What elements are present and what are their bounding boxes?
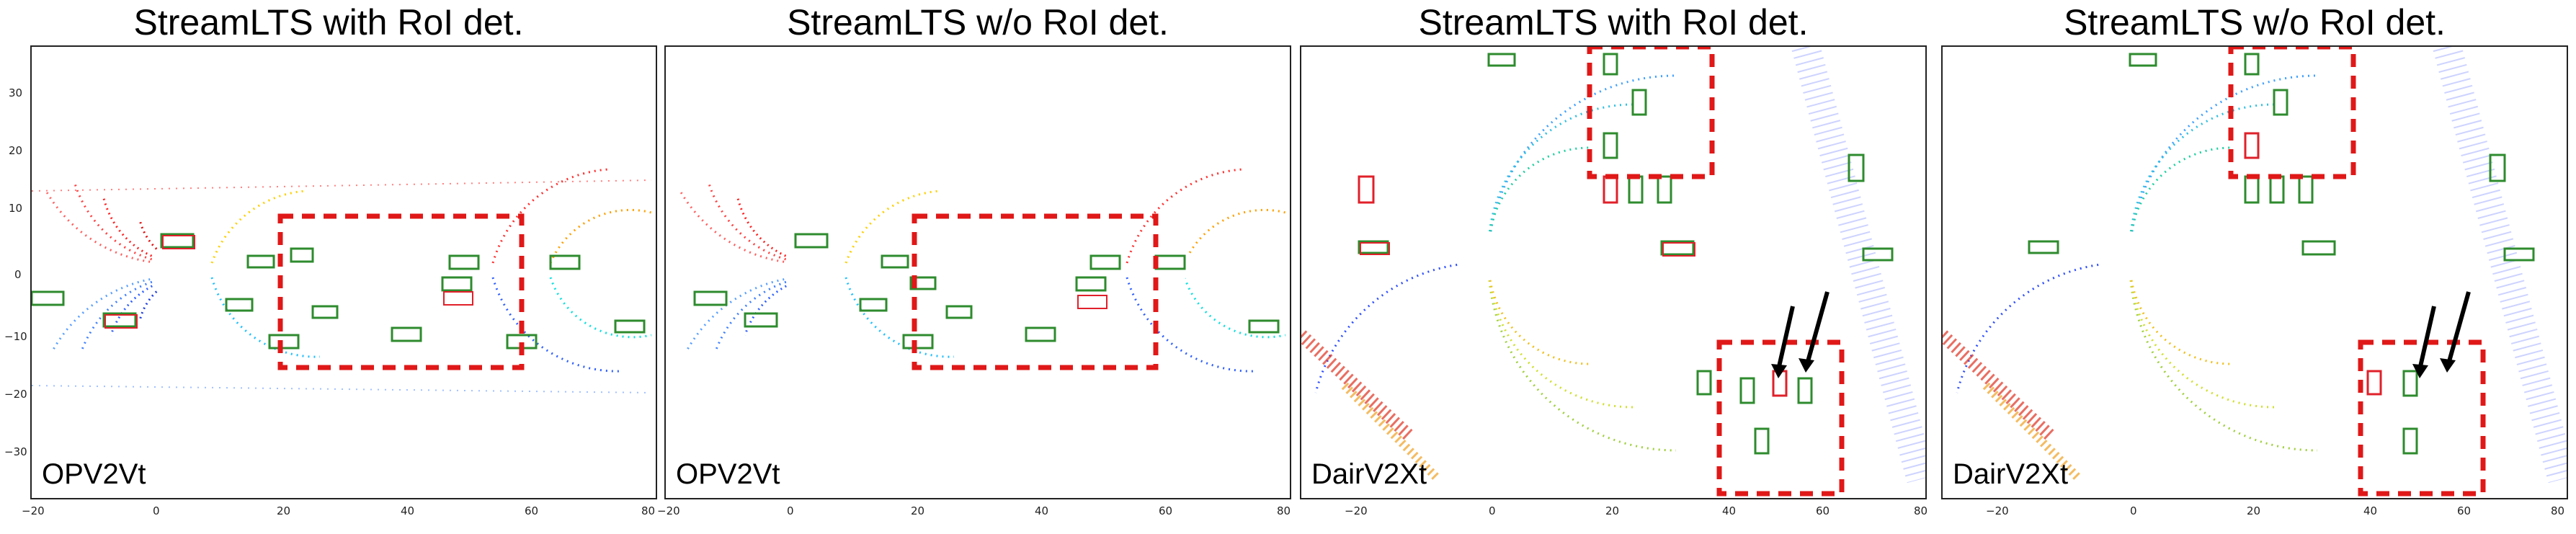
y-tick: 30 (9, 86, 23, 99)
roi-region (277, 213, 525, 370)
lidar-scene-dairv2x (1943, 47, 2567, 497)
x-tick: 0 (2130, 504, 2137, 517)
roi-region (2358, 339, 2486, 497)
x-tick: 60 (1816, 504, 1830, 517)
panel-title: StreamLTS w/o RoI det. (787, 2, 1169, 43)
y-tick: 10 (9, 202, 23, 215)
x-tick: 80 (2551, 504, 2565, 517)
dataset-label: OPV2Vt (676, 458, 780, 490)
lidar-plot: OPV2Vt (664, 45, 1291, 499)
detection-boxes (1358, 53, 1894, 455)
x-tick: 20 (911, 504, 925, 517)
point-cloud (32, 168, 652, 393)
y-tick: −10 (4, 330, 27, 343)
point-cloud (1301, 47, 1925, 484)
x-tick: 80 (641, 504, 656, 517)
lidar-scene-opv2v (32, 168, 652, 393)
roi-region (2228, 47, 2356, 179)
x-tick: 0 (1489, 504, 1496, 517)
x-tick: 20 (1605, 504, 1620, 517)
lidar-plot: DairV2Xt (1300, 45, 1927, 499)
panel-title: StreamLTS with RoI det. (1418, 2, 1809, 43)
dataset-label: DairV2Xt (1311, 458, 1427, 490)
dataset-label: OPV2Vt (42, 458, 146, 490)
x-tick: 40 (401, 504, 415, 517)
x-tick: 80 (1277, 504, 1291, 517)
y-tick: −30 (4, 445, 27, 458)
lidar-scene-opv2v (679, 168, 1286, 373)
x-tick: 60 (525, 504, 539, 517)
panel-opv2vt-with-roi: StreamLTS with RoI det. (0, 0, 657, 534)
x-tick: 40 (1722, 504, 1737, 517)
roi-region (912, 213, 1159, 370)
x-tick: 0 (153, 504, 160, 517)
x-tick: 80 (1914, 504, 1928, 517)
arrow-icon (1771, 291, 1830, 378)
arrow-icon (2412, 291, 2471, 378)
dataset-label: DairV2Xt (1953, 458, 2069, 490)
roi-region (1587, 47, 1715, 179)
panel-dairv2xt-with-roi: StreamLTS with RoI det. (1300, 0, 1927, 534)
x-tick: 40 (1035, 504, 1049, 517)
x-tick: 60 (2457, 504, 2472, 517)
panel-opv2vt-without-roi: StreamLTS w/o RoI det. (657, 0, 1291, 534)
point-cloud (1943, 47, 2567, 484)
x-tick: 0 (787, 504, 794, 517)
x-tick: 20 (277, 504, 291, 517)
panel-dairv2xt-without-roi: StreamLTS w/o RoI det. (1941, 0, 2568, 534)
x-tick: −20 (22, 504, 45, 517)
y-tick: −20 (4, 388, 27, 401)
detection-boxes (2028, 53, 2535, 455)
panel-title: StreamLTS w/o RoI det. (2064, 2, 2446, 43)
y-tick: 0 (14, 268, 22, 281)
x-tick: 60 (1159, 504, 1173, 517)
x-tick: 40 (2363, 504, 2378, 517)
detection-boxes (32, 233, 646, 350)
lidar-plot: DairV2Xt (1941, 45, 2568, 499)
lidar-plot: OPV2Vt (30, 45, 657, 499)
x-tick: −20 (1345, 504, 1368, 517)
x-tick: −20 (657, 504, 680, 517)
y-tick: 20 (9, 144, 23, 157)
panel-title: StreamLTS with RoI det. (133, 2, 524, 43)
point-cloud (679, 168, 1286, 373)
x-tick: −20 (1986, 504, 2009, 517)
x-tick: 20 (2247, 504, 2261, 517)
roi-region (1716, 339, 1845, 497)
lidar-scene-dairv2x (1301, 47, 1925, 497)
detection-boxes (693, 233, 1280, 350)
